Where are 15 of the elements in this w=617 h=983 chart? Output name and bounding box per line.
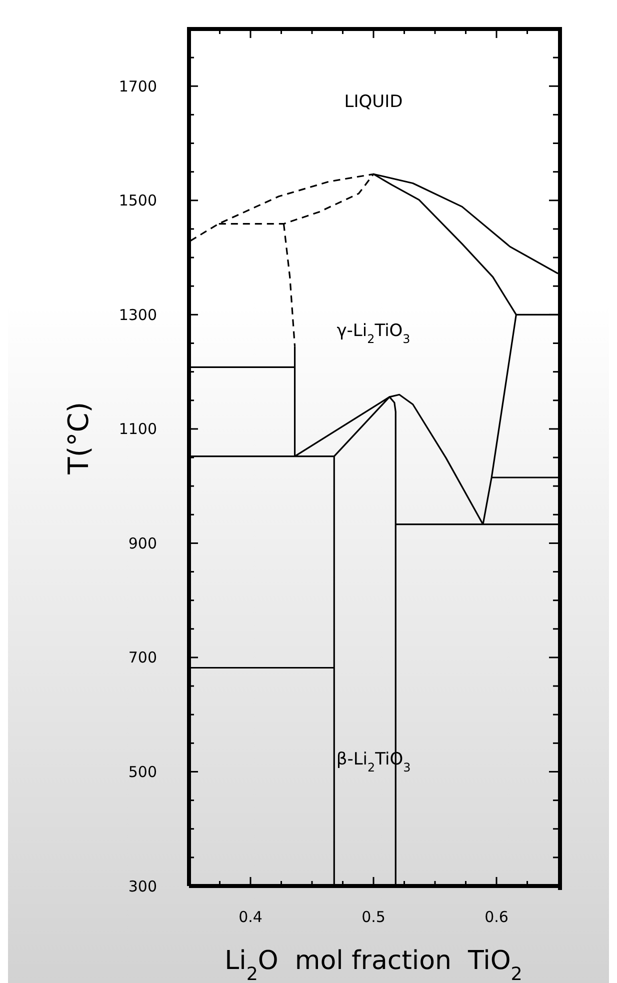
y-tick-label: 900 (128, 534, 157, 552)
y-tick-label: 700 (128, 648, 157, 667)
y-tick-label: 1100 (118, 420, 157, 438)
y-tick-label: 1500 (118, 192, 157, 210)
annotation: LIQUID (344, 92, 403, 112)
x-tick-label: 0.4 (238, 908, 262, 926)
x-axis-title: Li$_{2}$O mol fraction TiO$_{2}$ (224, 946, 522, 983)
x-tick-label: 0.5 (362, 908, 386, 926)
y-axis-title: T(°C) (62, 402, 95, 476)
y-tick-label: 300 (128, 877, 157, 896)
annotation: γ-Li$_{2}$TiO$_{3}$ (336, 320, 410, 346)
x-tick-label: 0.6 (484, 908, 508, 926)
y-tick-label: 1300 (118, 306, 157, 324)
y-tick-label: 500 (128, 762, 157, 781)
y-tick-label: 1700 (118, 77, 157, 96)
